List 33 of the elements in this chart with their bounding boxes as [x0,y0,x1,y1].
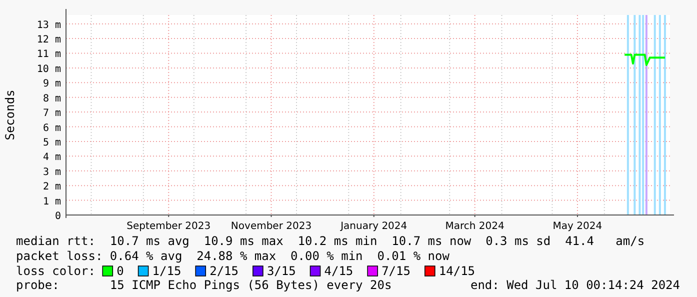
legend-label: 3/15 [266,264,296,278]
x-tick-label: November 2023 [230,221,312,232]
y-tick-label: 9 m [42,78,61,90]
text: end: Wed Jul 10 00:14:24 2024 [470,278,680,292]
y-tick-label: 1 m [42,196,61,208]
y-axis-title: Seconds [3,90,17,140]
legend-label: 2/15 [210,264,239,278]
x-tick-label: March 2024 [445,221,504,232]
text: median rtt: 10.7 ms avg 10.9 ms max 10.2 ms min 10.7 ms now 0.3 ms sd 41.4 am/s [16,234,645,248]
legend-label: 1/15 [152,264,182,278]
y-tick-label: 6 m [42,122,61,134]
x-tick-label: May 2024 [552,221,602,232]
text: packet loss: 0.64 % avg 24.88 % max 0.00 % min 0.01 % now [16,249,450,263]
y-tick-label: 0 [54,211,61,222]
y-tick-label: 13 m [36,20,61,31]
y-tick-label: 10 m [36,64,61,75]
legend-label: 4/15 [324,264,354,278]
y-tick-label: 2 m [42,182,61,193]
y-tick-label: 7 m [42,108,61,120]
y-tick-label: 5 m [42,137,61,148]
legend-label: 0 [116,264,124,278]
y-tick-label: 12 m [36,34,61,46]
legend-label: 7/15 [382,264,410,278]
x-tick-label: September 2023 [126,221,211,232]
legend-label: 14/15 [438,264,476,278]
legend-title: loss color: [16,264,96,278]
x-tick-label: January 2024 [340,221,408,232]
y-tick-label: 8 m [42,93,61,104]
y-tick-label: 11 m [36,49,61,60]
y-tick-label: 4 m [42,152,61,164]
y-tick-label: 3 m [42,166,61,178]
line-series [624,54,666,66]
text: probe: 15 ICMP Echo Pings (56 Bytes) every 20s [16,278,392,292]
